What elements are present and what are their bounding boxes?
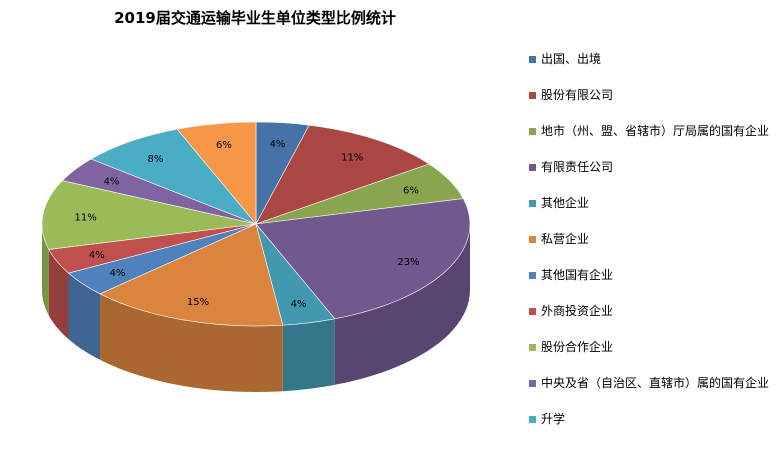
slice-label-7: 4% xyxy=(89,250,105,261)
pie-slice-10 xyxy=(90,128,257,225)
pie-side-5 xyxy=(100,293,283,392)
pie-chart: 4% 11% 6% 23% 4% 15% 4% 4% 11% 4% 8% 6% xyxy=(41,121,471,392)
slice-label-1: 11% xyxy=(341,153,363,164)
pie-side-4 xyxy=(282,318,335,392)
pie-side-6 xyxy=(68,273,100,360)
legend-label-4: 其他企业 xyxy=(541,196,590,210)
legend-label-10: 升学 xyxy=(541,412,566,426)
legend-item-2: 地市（州、盟、省辖市）厅局属的国有企业 xyxy=(529,124,779,139)
legend-swatch-7 xyxy=(529,308,536,315)
slice-label-4: 4% xyxy=(291,299,307,310)
legend-swatch-10 xyxy=(529,416,536,423)
slice-label-6: 4% xyxy=(110,268,126,279)
legend-item-9: 中央及省（自治区、直辖市）属的国有企业 xyxy=(529,376,779,391)
pie-slice-5 xyxy=(99,223,284,327)
legend-label-8: 股份合作企业 xyxy=(541,340,614,354)
legend-swatch-9 xyxy=(529,380,536,387)
legend-swatch-3 xyxy=(529,164,536,171)
legend-label-1: 股份有限公司 xyxy=(541,88,614,102)
legend-label-7: 外商投资企业 xyxy=(541,304,614,318)
legend-item-10: 升学 xyxy=(529,412,779,427)
legend-item-3: 有限责任公司 xyxy=(529,160,779,175)
pie-side-3 xyxy=(334,224,470,385)
slice-label-9: 4% xyxy=(104,176,120,187)
pie-slice-3 xyxy=(255,198,471,320)
pie-slice-8 xyxy=(41,180,257,250)
legend-swatch-4 xyxy=(529,200,536,207)
pie-side-8 xyxy=(42,224,49,316)
slice-label-10: 8% xyxy=(147,154,163,165)
legend-label-5: 私营企业 xyxy=(541,232,590,246)
legend-item-8: 股份合作企业 xyxy=(529,340,779,355)
legend-item-6: 其他国有企业 xyxy=(529,268,779,283)
chart-title: 2019届交通运输毕业生单位类型比例统计 xyxy=(114,9,396,27)
pie-labels: 4% 11% 6% 23% 4% 15% 4% 4% 11% 4% 8% 6% xyxy=(74,139,419,310)
legend-label-0: 出国、出境 xyxy=(541,52,602,66)
legend-swatch-0 xyxy=(529,56,536,63)
legend-label-6: 其他国有企业 xyxy=(541,268,614,282)
pie-side-7 xyxy=(48,249,69,340)
legend-swatch-1 xyxy=(529,92,536,99)
legend-label-9: 中央及省（自治区、直辖市）属的国有企业 xyxy=(541,376,770,390)
legend-item-5: 私营企业 xyxy=(529,232,779,247)
legend-item-1: 股份有限公司 xyxy=(529,88,779,103)
slice-label-3: 23% xyxy=(397,257,419,268)
slice-label-11: 6% xyxy=(216,140,232,151)
pie-slice-11 xyxy=(176,121,257,225)
legend-item-0: 出国、出境 xyxy=(529,52,779,67)
slice-label-5: 15% xyxy=(187,297,209,308)
legend-swatch-6 xyxy=(529,272,536,279)
pie-slices xyxy=(41,121,471,327)
legend-swatch-5 xyxy=(529,236,536,243)
slice-label-8: 11% xyxy=(74,212,96,223)
legend-item-7: 外商投资企业 xyxy=(529,304,779,319)
legend-label-2: 地市（州、盟、省辖市）厅局属的国有企业 xyxy=(541,124,770,138)
legend-item-4: 其他企业 xyxy=(529,196,779,211)
pie-side-walls xyxy=(42,224,470,392)
slice-label-0: 4% xyxy=(270,139,286,150)
legend-swatch-8 xyxy=(529,344,536,351)
legend-label-3: 有限责任公司 xyxy=(541,160,614,174)
slice-label-2: 6% xyxy=(403,185,419,196)
legend-swatch-2 xyxy=(529,128,536,135)
pie-slice-1 xyxy=(255,124,430,225)
